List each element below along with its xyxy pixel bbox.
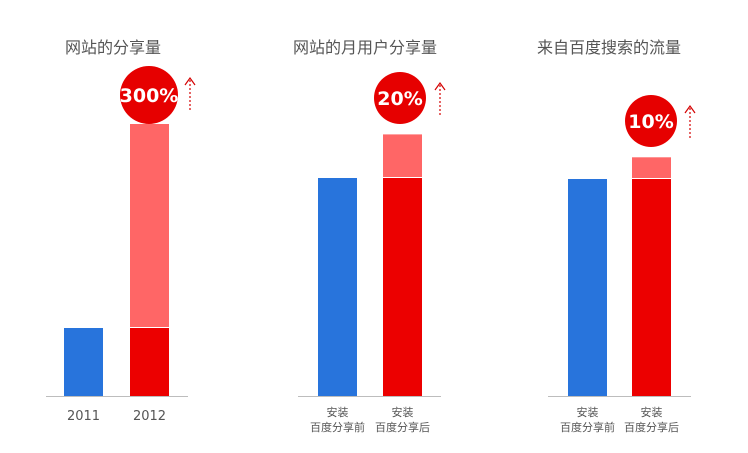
bar-before bbox=[64, 328, 103, 396]
bar-after-base bbox=[632, 179, 671, 396]
bar-after-increase bbox=[130, 124, 169, 327]
x-tick-label: 2012 bbox=[133, 409, 166, 424]
increase-badge bbox=[374, 72, 426, 124]
x-tick-label: 百度分享前 bbox=[560, 420, 615, 434]
bar-after-base bbox=[130, 328, 169, 396]
chart-title: 来自百度搜索的流量 bbox=[537, 38, 681, 57]
increase-badge-label: 20% bbox=[377, 88, 422, 110]
increase-badge-label: 300% bbox=[120, 85, 179, 107]
x-tick-label: 百度分享后 bbox=[375, 420, 430, 434]
bar-after-base bbox=[383, 178, 422, 396]
up-arrow-icon bbox=[684, 104, 696, 114]
chart-title: 网站的月用户分享量 bbox=[293, 38, 437, 57]
x-tick-label: 百度分享后 bbox=[624, 420, 679, 434]
x-tick-label: 安装 bbox=[641, 405, 663, 419]
bar-after-increase bbox=[632, 157, 671, 178]
increase-badge bbox=[120, 66, 178, 124]
bar-after-increase bbox=[383, 134, 422, 177]
bar-before bbox=[568, 179, 607, 396]
up-arrow-icon bbox=[434, 81, 446, 91]
x-tick-label: 安装 bbox=[327, 405, 349, 419]
x-tick-label: 安装 bbox=[392, 405, 414, 419]
increase-badge bbox=[625, 95, 677, 147]
bar-before bbox=[318, 178, 357, 396]
increase-badge-label: 10% bbox=[628, 111, 673, 133]
x-tick-label: 2011 bbox=[67, 409, 100, 424]
x-tick-label: 安装 bbox=[577, 405, 599, 419]
chart-title: 网站的分享量 bbox=[65, 38, 161, 57]
up-arrow-icon bbox=[184, 76, 196, 86]
x-tick-label: 百度分享前 bbox=[310, 420, 365, 434]
